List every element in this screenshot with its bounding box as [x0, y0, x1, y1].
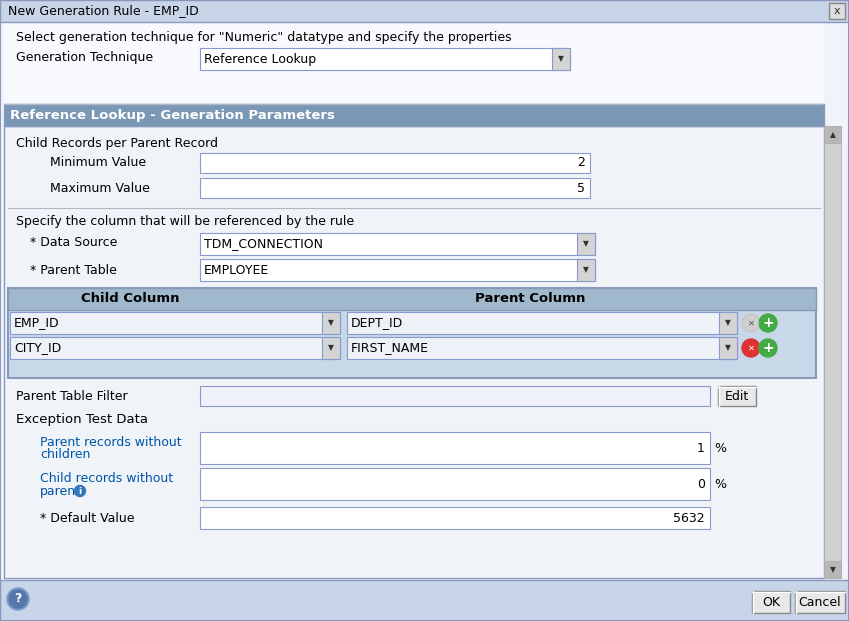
Text: ▼: ▼	[583, 240, 589, 248]
Bar	[200, 432, 710, 464]
Text: Child records without: Child records without	[40, 471, 173, 484]
Bar	[200, 153, 590, 173]
Text: Child Records per Parent Record: Child Records per Parent Record	[16, 137, 218, 150]
Bar	[719, 337, 737, 359]
Bar	[8, 288, 816, 310]
Text: +: +	[762, 316, 773, 330]
Text: Maximum Value: Maximum Value	[50, 181, 150, 194]
Bar	[552, 48, 570, 70]
Text: Parent records without: Parent records without	[40, 435, 182, 448]
Bar	[718, 386, 756, 406]
Text: 5: 5	[577, 181, 585, 194]
Bar	[322, 337, 340, 359]
Text: 1: 1	[697, 442, 705, 455]
Text: %: %	[714, 442, 726, 455]
Text: Generation Technique: Generation Technique	[16, 52, 153, 65]
Text: +: +	[762, 341, 773, 355]
Bar	[752, 591, 790, 613]
Text: Parent Column: Parent Column	[475, 292, 585, 306]
Bar	[4, 104, 824, 126]
Text: Select generation technique for "Numeric" datatype and specify the properties: Select generation technique for "Numeric…	[16, 30, 512, 43]
Circle shape	[9, 590, 27, 608]
Text: ▼: ▼	[328, 319, 334, 327]
Bar	[10, 312, 340, 334]
Bar	[322, 312, 340, 334]
Circle shape	[742, 339, 760, 357]
Text: ▼: ▼	[829, 565, 835, 574]
Text: Edit: Edit	[725, 389, 749, 402]
Bar	[4, 22, 824, 104]
Text: ?: ?	[14, 592, 22, 605]
Text: EMPLOYEE: EMPLOYEE	[204, 263, 269, 276]
Circle shape	[7, 588, 29, 610]
Text: Parent Table Filter: Parent Table Filter	[16, 389, 127, 402]
Text: ✕: ✕	[747, 319, 755, 327]
Text: DEPT_ID: DEPT_ID	[351, 317, 403, 330]
Text: i: i	[78, 486, 82, 496]
Circle shape	[75, 486, 86, 497]
Bar	[200, 178, 590, 198]
Text: OK: OK	[762, 596, 780, 609]
Circle shape	[759, 314, 777, 332]
Bar	[795, 591, 845, 613]
Circle shape	[742, 314, 760, 332]
Text: Child Column: Child Column	[81, 292, 179, 306]
Text: ▼: ▼	[725, 319, 731, 327]
Text: ▲: ▲	[829, 130, 835, 139]
Text: * Data Source: * Data Source	[30, 237, 117, 250]
Text: EMP_ID: EMP_ID	[14, 317, 59, 330]
Bar	[8, 288, 816, 378]
Bar	[200, 233, 595, 255]
Bar	[824, 126, 841, 143]
Bar	[829, 3, 845, 19]
Text: * Default Value: * Default Value	[40, 512, 134, 525]
Text: %: %	[714, 478, 726, 491]
Text: Cancel: Cancel	[799, 596, 841, 609]
Bar	[4, 126, 824, 578]
Text: ▼: ▼	[558, 55, 564, 63]
Bar	[347, 312, 737, 334]
Text: parent: parent	[40, 484, 81, 497]
Bar	[200, 259, 595, 281]
Text: TDM_CONNECTION: TDM_CONNECTION	[204, 237, 323, 250]
Bar	[200, 468, 710, 500]
Text: Reference Lookup: Reference Lookup	[204, 53, 316, 65]
Circle shape	[744, 316, 758, 330]
Text: New Generation Rule - EMP_ID: New Generation Rule - EMP_ID	[8, 4, 199, 17]
Text: 5632: 5632	[673, 512, 705, 525]
Text: Minimum Value: Minimum Value	[50, 156, 146, 170]
Bar	[719, 312, 737, 334]
Text: FIRST_NAME: FIRST_NAME	[351, 342, 429, 355]
Text: x: x	[834, 6, 841, 16]
Text: ▼: ▼	[583, 266, 589, 274]
Text: CITY_ID: CITY_ID	[14, 342, 61, 355]
Bar	[0, 580, 849, 621]
Bar	[577, 259, 595, 281]
Text: ✕: ✕	[747, 343, 755, 353]
Text: ▼: ▼	[328, 343, 334, 353]
Text: Exception Test Data: Exception Test Data	[16, 414, 148, 427]
Text: * Parent Table: * Parent Table	[30, 263, 117, 276]
Bar	[0, 0, 849, 22]
Text: Reference Lookup - Generation Parameters: Reference Lookup - Generation Parameters	[10, 109, 335, 122]
Text: children: children	[40, 448, 90, 461]
Text: 0: 0	[697, 478, 705, 491]
Bar	[200, 48, 570, 70]
Bar	[200, 386, 710, 406]
Bar	[200, 507, 710, 529]
Bar	[824, 126, 841, 578]
Bar	[347, 337, 737, 359]
Text: ▼: ▼	[725, 343, 731, 353]
Text: 2: 2	[577, 156, 585, 170]
Text: Specify the column that will be referenced by the rule: Specify the column that will be referenc…	[16, 215, 354, 229]
Bar	[10, 337, 340, 359]
Bar	[577, 233, 595, 255]
Bar	[824, 561, 841, 578]
Circle shape	[759, 339, 777, 357]
